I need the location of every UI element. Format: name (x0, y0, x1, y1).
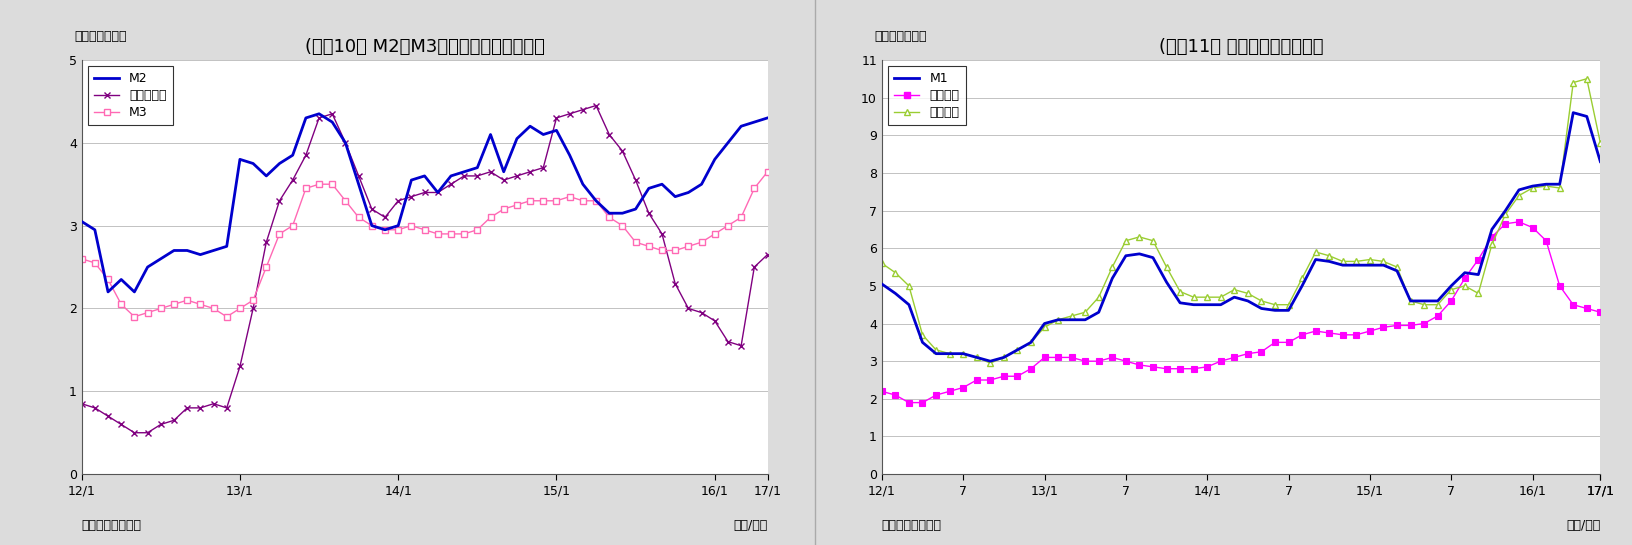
Text: （年/月）: （年/月） (733, 519, 767, 532)
Text: （年/月）: （年/月） (1565, 519, 1599, 532)
Title: (図蝰11） 現金・預金の伸び率: (図蝰11） 現金・預金の伸び率 (1159, 38, 1322, 56)
Text: （前年比、％）: （前年比、％） (875, 31, 927, 44)
Title: (図蝰10） M2、M3、広義流動性の伸び率: (図蝰10） M2、M3、広義流動性の伸び率 (305, 38, 543, 56)
Text: （資料）日本銀行: （資料）日本銀行 (82, 519, 142, 532)
Text: （資料）日本銀行: （資料）日本銀行 (881, 519, 942, 532)
Text: （前年比、％）: （前年比、％） (75, 31, 127, 44)
Legend: M1, 現金通貨, 預金通貨: M1, 現金通貨, 預金通貨 (888, 66, 965, 125)
Legend: M2, 広義流動性, M3: M2, 広義流動性, M3 (88, 66, 173, 125)
